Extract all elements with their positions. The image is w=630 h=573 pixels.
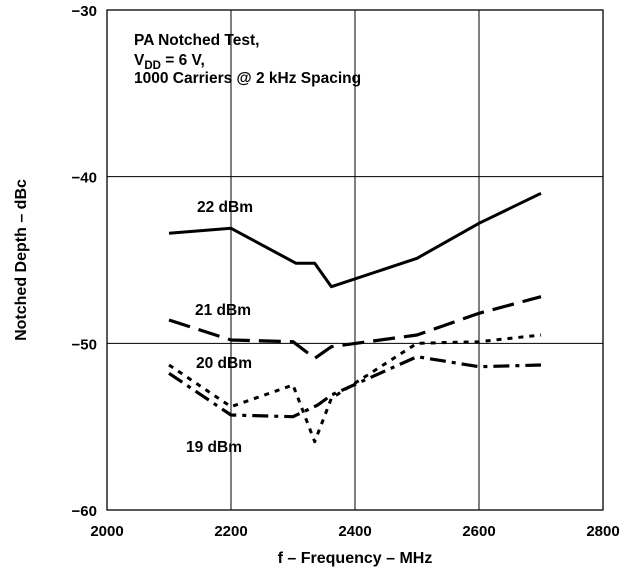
annotation-line-1: PA Notched Test, bbox=[134, 32, 259, 49]
series-lines bbox=[168, 191, 542, 444]
y-tick--30: −30 bbox=[72, 3, 97, 20]
series-label-21-dbm: 21 dBm bbox=[195, 302, 251, 319]
x-tick-2200: 2200 bbox=[214, 523, 247, 540]
x-tick-2800: 2800 bbox=[586, 523, 619, 540]
annotation-vdd-value: = 6 V, bbox=[161, 52, 205, 69]
series-line-21-dbm bbox=[168, 295, 542, 360]
annotation-line-2: VDD = 6 V, bbox=[134, 52, 205, 72]
y-tick--50: −50 bbox=[72, 336, 97, 353]
x-tick-2600: 2600 bbox=[462, 523, 495, 540]
x-axis-label: f – Frequency – MHz bbox=[278, 550, 433, 567]
series-line-22-dbm bbox=[168, 191, 542, 289]
series-labels: 22 dBm 21 dBm 20 dBm 19 dBm bbox=[186, 199, 253, 456]
plot-frame bbox=[106, 9, 604, 511]
annotation-line-3: 1000 Carriers @ 2 kHz Spacing bbox=[134, 70, 361, 87]
tick-labels: 2000 2200 2400 2600 2800 −30 −40 −50 −60 bbox=[72, 3, 620, 540]
y-axis-label: Notched Depth – dBc bbox=[13, 179, 30, 341]
y-tick--60: −60 bbox=[72, 503, 97, 520]
annotation-vdd-sub: DD bbox=[144, 60, 161, 72]
series-line-20-dbm bbox=[168, 333, 542, 444]
x-tick-2000: 2000 bbox=[90, 523, 123, 540]
annotation-vdd-main: V bbox=[134, 52, 145, 69]
y-tick--40: −40 bbox=[72, 170, 97, 187]
series-label-22-dbm: 22 dBm bbox=[197, 199, 253, 216]
series-label-20-dbm: 20 dBm bbox=[196, 355, 252, 372]
series-line-19-dbm bbox=[168, 355, 542, 419]
series-label-19-dbm: 19 dBm bbox=[186, 439, 242, 456]
test-conditions-annotation: PA Notched Test, VDD = 6 V, 1000 Carrier… bbox=[134, 32, 361, 87]
x-tick-2400: 2400 bbox=[338, 523, 371, 540]
